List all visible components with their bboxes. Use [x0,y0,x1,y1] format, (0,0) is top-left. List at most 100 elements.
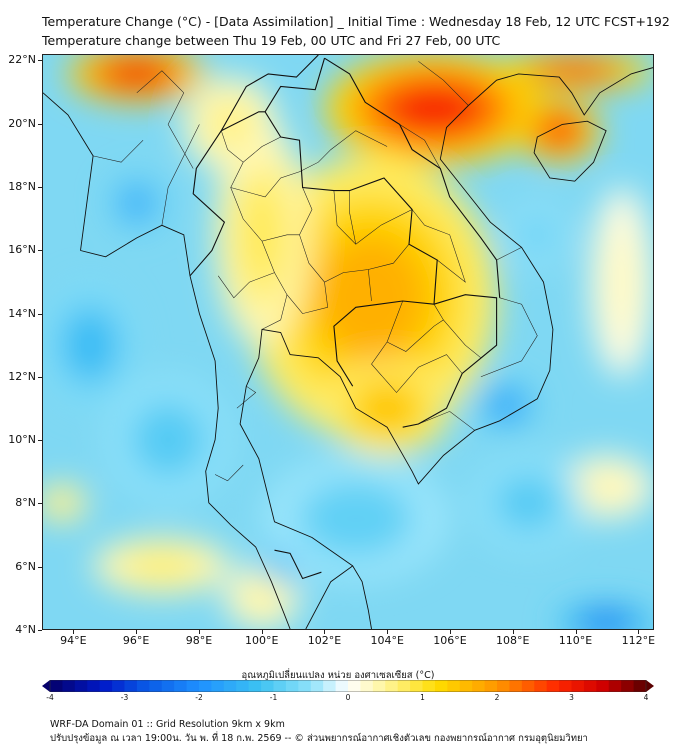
colorbar-segment [571,680,585,692]
coastlines [43,67,653,629]
province-line-8 [217,272,275,299]
field-blob-6-2 [315,233,428,362]
colorbar-segment [273,680,287,692]
province-line-19 [418,411,475,431]
colorbar-min-arrow [42,680,50,692]
colorbar-tick-label: -2 [195,693,203,702]
lon-tick-mark [575,630,577,634]
border-line-2 [333,300,435,387]
lon-tick-mark [387,630,389,634]
lat-tick-label: 14°N [8,306,36,320]
colorbar-segment [385,680,399,692]
colorbar-segment [459,680,473,692]
colorbar-segment [74,680,88,692]
colorbar-segment [559,680,572,692]
map-title: Temperature Change (°C) - [Data Assimila… [42,14,670,29]
colorbar-segment [534,680,548,692]
province-line-18 [418,61,469,106]
lat-tick-label: 18°N [8,179,36,193]
colorbar-segment [310,680,324,692]
lat-tick-mark [38,630,42,631]
lon-tick-label: 98°E [185,634,213,647]
lon-tick-mark [198,630,200,634]
colorbar-segment [633,680,647,692]
colorbar-segment [149,680,163,692]
field-blob-16-1 [487,389,525,421]
coastline-3 [239,67,653,567]
colorbar-outline [49,680,647,692]
colorbar-segment [298,680,312,692]
province-line-21 [496,247,522,261]
colorbar-segment [136,680,150,692]
field-blob-17-1 [576,611,637,629]
colorbar-segment [422,680,436,692]
lon-tick-label: 110°E [558,634,593,647]
field-blob-10-2 [50,494,74,512]
lon-tick-label: 100°E [244,634,279,647]
lat-tick-label: 6°N [15,559,36,573]
province-line-6 [349,190,357,245]
colorbar-segment [484,680,498,692]
colorbar-segment [583,680,597,692]
field-blob-0-2 [105,61,168,87]
colorbar-segment [447,680,461,692]
province-line-7 [230,171,300,198]
colorbar-segment [372,680,386,692]
province-line-15 [411,209,466,283]
colorbar-segment [223,680,237,692]
lat-tick-mark [38,60,42,62]
colorbar-segment [323,680,336,692]
footer: WRF-DA Domain 01 :: Grid Resolution 9km … [50,718,588,746]
colorbar-segment [112,680,125,692]
lon-tick-mark [73,630,75,634]
colorbar-segment [199,680,212,692]
colorbar-tick-label: -3 [120,693,129,702]
province-line-9 [261,294,288,330]
field-blob-9-2 [130,553,193,579]
lat-tick-label: 22°N [8,53,36,67]
lat-tick-label: 16°N [8,243,36,257]
temperature-change-map[interactable] [43,55,653,629]
field-blob-20-1 [518,215,557,254]
lat-tick-label: 8°N [15,496,36,510]
colorbar-segment [87,680,101,692]
lat-tick-mark [38,440,42,442]
coastline-0 [43,92,94,251]
colorbar [42,680,654,692]
field-blob-13-2 [607,239,636,325]
border-line-0 [189,111,266,277]
lat-tick-mark [38,566,42,568]
colorbar-segment [248,680,262,692]
temperature-field [43,55,653,629]
border-line-5 [324,57,501,298]
field-blob-14-2 [209,103,252,146]
province-line-11 [214,464,244,482]
colorbar-segment [335,680,349,692]
colorbar-segment [174,680,187,692]
coastline-2 [305,565,372,629]
colorbar-segment [211,680,225,692]
field-blob-22-1 [299,480,413,557]
lon-tick-label: 108°E [496,634,530,647]
colorbar-max-arrow [646,680,654,692]
colorbar-segment [124,680,138,692]
lat-tick-mark [38,503,42,505]
border-line-6 [274,549,322,580]
lon-tick-mark [324,630,326,634]
field-blob-11-2 [245,583,279,612]
province-line-25 [136,70,184,94]
colorbar-tick-label: -1 [269,693,278,702]
colorbar-tick-label: 3 [569,693,574,702]
lon-tick-label: 102°E [307,634,342,647]
province-line-20 [480,297,538,377]
lon-tick-mark [136,630,138,634]
map-panel[interactable] [42,54,654,630]
coastline-1 [80,224,291,629]
lon-tick-mark [638,630,640,634]
lon-tick-mark [261,630,263,634]
colorbar-segment [62,680,76,692]
province-line-4 [221,130,244,163]
border-line-1 [264,111,438,305]
colorbar-tick-label: 1 [420,693,425,702]
colorbar-segment [285,680,299,692]
